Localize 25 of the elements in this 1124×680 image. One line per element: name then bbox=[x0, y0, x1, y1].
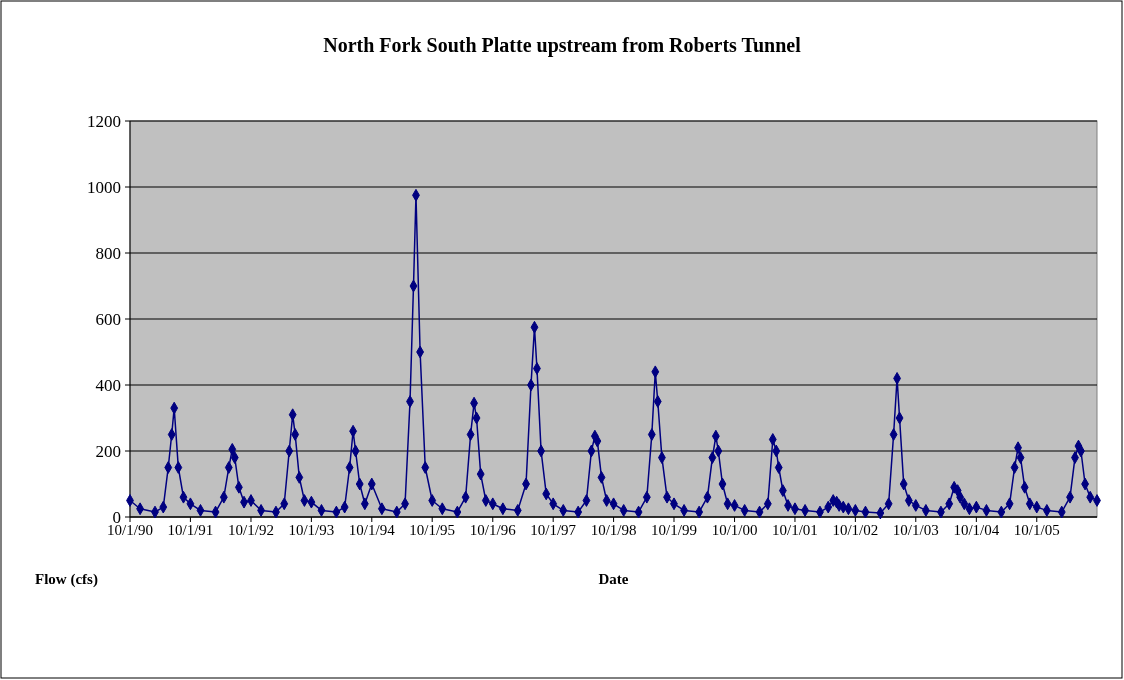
x-tick-label: 10/1/97 bbox=[530, 522, 577, 538]
y-tick-label: 600 bbox=[95, 310, 121, 329]
y-tick-label: 1000 bbox=[87, 178, 121, 197]
x-tick-label: 10/1/04 bbox=[953, 522, 1000, 538]
x-tick-label: 10/1/93 bbox=[288, 522, 335, 538]
y-axis-title: Flow (cfs) bbox=[35, 571, 98, 588]
chart-title: North Fork South Platte upstream from Roberts Tunnel bbox=[323, 34, 802, 57]
x-tick-label: 10/1/92 bbox=[228, 522, 274, 538]
y-tick-label: 1200 bbox=[87, 112, 121, 131]
y-tick-label: 200 bbox=[95, 442, 121, 461]
x-tick-label: 10/1/90 bbox=[107, 522, 153, 538]
x-tick-label: 10/1/03 bbox=[892, 522, 939, 538]
x-tick-label: 10/1/95 bbox=[409, 522, 456, 538]
x-tick-label: 10/1/98 bbox=[590, 522, 637, 538]
x-tick-label: 10/1/00 bbox=[711, 522, 758, 538]
x-tick-label: 10/1/01 bbox=[772, 522, 818, 538]
x-tick-label: 10/1/91 bbox=[167, 522, 214, 538]
x-tick-label: 10/1/05 bbox=[1013, 522, 1060, 538]
y-tick-label: 800 bbox=[95, 244, 121, 263]
x-tick-label: 10/1/96 bbox=[469, 522, 517, 538]
x-tick-label: 10/1/94 bbox=[348, 522, 396, 538]
x-tick-label: 10/1/99 bbox=[651, 522, 697, 538]
y-tick-label: 400 bbox=[95, 376, 121, 395]
x-tick-label: 10/1/02 bbox=[832, 522, 879, 538]
x-axis-title: Date bbox=[598, 571, 629, 587]
